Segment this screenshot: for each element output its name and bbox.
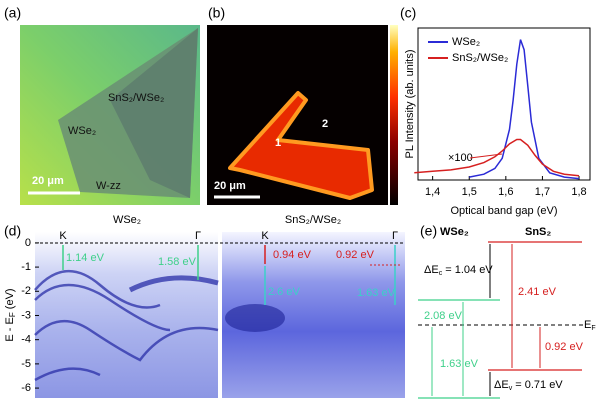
- x-tick-label: 1,4: [425, 186, 440, 198]
- plot-frame: [417, 27, 591, 181]
- energy-axis: 0 -1 -2 -3 -4 -5 -6: [21, 237, 39, 394]
- x-tick-label: 1,7: [535, 186, 550, 198]
- panel-label: (c): [400, 5, 416, 21]
- annotation: ×100: [448, 152, 473, 164]
- shift-label: 0.94 eV: [273, 249, 312, 261]
- pl-chart: (c) PL Intensity (ab. units) Optical ban…: [400, 5, 591, 217]
- legend-label: SnS₂/WSe₂: [452, 52, 508, 64]
- flake: [228, 91, 374, 200]
- offset-label: ΔEc = 1.04 eV: [424, 264, 493, 277]
- point-label: 2: [322, 118, 328, 130]
- x-tick-label: 1,5: [462, 186, 477, 198]
- region-label: SnS₂/WSe₂: [108, 92, 164, 104]
- y-tick-label: -6: [21, 382, 31, 394]
- material-label: SnS₂: [525, 226, 551, 238]
- region-label: WSe₂: [68, 125, 96, 137]
- gap-label: 0.92 eV: [545, 341, 584, 353]
- y-tick-label: -5: [21, 358, 31, 370]
- panel-label: (e): [420, 223, 437, 239]
- material-label: WSe₂: [440, 226, 469, 238]
- gap-label: 1.63 eV: [440, 358, 479, 370]
- y-tick-label: -2: [21, 285, 31, 297]
- y-tick-label: -1: [21, 261, 31, 273]
- x-tick-label: 1,8: [571, 186, 586, 198]
- point-label: 1: [275, 137, 281, 149]
- bands: [34, 270, 219, 382]
- panel-title: WSe₂: [113, 214, 141, 226]
- gamma-label: Γ: [195, 230, 201, 242]
- scale-bar-label: 20 μm: [32, 175, 64, 187]
- edge-label: W-zz: [96, 180, 121, 192]
- k-label: K: [261, 230, 269, 242]
- gap-label: 2.6 eV: [268, 286, 300, 298]
- series-line: [414, 138, 580, 177]
- panel-title: SnS₂/WSe₂: [285, 214, 341, 226]
- series-line: [469, 39, 580, 180]
- colorbar: [390, 25, 398, 205]
- shift-label: 0.92 eV: [336, 249, 375, 261]
- y-tick-label: -4: [21, 334, 31, 346]
- bilayer-region: [110, 28, 198, 198]
- gap-label: 1.14 eV: [66, 252, 105, 264]
- gap-label: 1.63 eV: [357, 287, 396, 299]
- y-axis-label: PL Intensity (ab. units): [404, 49, 416, 158]
- y-axis-label: E - EF (eV): [4, 288, 17, 341]
- legend-label: WSe₂: [452, 36, 480, 48]
- fermi-label: EF: [584, 319, 596, 332]
- k-label: K: [59, 230, 67, 242]
- scale-bar-label: 20 μm: [214, 180, 246, 192]
- gamma-label: Γ: [392, 230, 398, 242]
- x-tick-label: 1,6: [498, 186, 513, 198]
- panel-label: (d): [4, 223, 21, 239]
- x-axis-label: Optical band gap (eV): [450, 205, 557, 217]
- gap-label: 1.58 eV: [158, 256, 197, 268]
- panel-label: (a): [4, 5, 21, 21]
- bands: [225, 304, 285, 332]
- band-diagram: [418, 241, 585, 399]
- offset-label: ΔEv = 0.71 eV: [494, 379, 563, 392]
- y-tick-label: -3: [21, 309, 31, 321]
- panel-label: (b): [208, 5, 225, 21]
- gap-label: 2.41 eV: [518, 286, 557, 298]
- gap-label: 2.08 eV: [424, 310, 463, 322]
- y-tick-label: 0: [25, 237, 31, 249]
